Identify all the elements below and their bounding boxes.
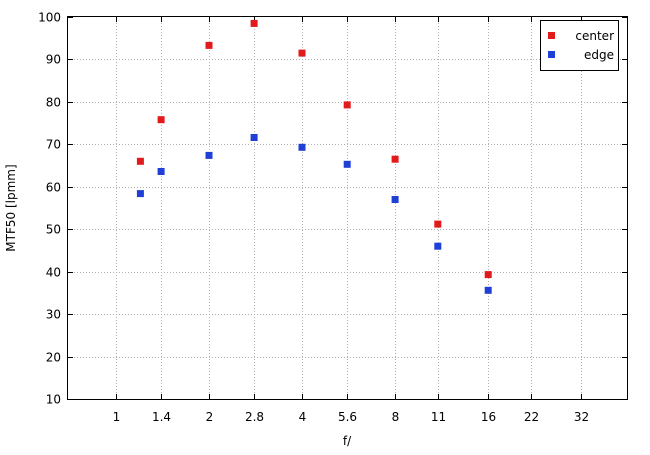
- legend-swatch-center: [548, 32, 555, 39]
- x-tick-label: 1: [113, 410, 121, 424]
- legend: center edge: [540, 20, 619, 71]
- data-point-edge: [136, 190, 144, 198]
- data-point-center: [343, 101, 351, 109]
- data-point-center: [250, 19, 258, 27]
- x-tick-label: 11: [431, 410, 446, 424]
- data-point-center: [298, 49, 306, 57]
- legend-label-center: center: [575, 29, 614, 43]
- y-tick-label: 80: [46, 96, 61, 110]
- data-point-edge: [343, 160, 351, 168]
- y-tick-label: 10: [46, 393, 61, 407]
- legend-box: [540, 20, 619, 71]
- y-tick-label: 70: [46, 138, 61, 152]
- data-points: [136, 19, 492, 294]
- axis-ticks: [68, 17, 627, 400]
- x-tick-label: 32: [574, 410, 589, 424]
- x-tick-label: 4: [299, 410, 307, 424]
- x-tick-label: 16: [481, 410, 496, 424]
- grid: [68, 17, 627, 399]
- x-tick-label: 2.8: [245, 410, 264, 424]
- data-point-edge: [250, 134, 258, 141]
- data-point-center: [136, 157, 144, 165]
- data-point-center: [484, 271, 492, 279]
- y-tick-label: 40: [46, 266, 61, 280]
- y-tick-label: 90: [46, 53, 61, 67]
- data-point-edge: [298, 143, 306, 151]
- y-tick-label: 100: [38, 11, 61, 25]
- data-point-edge: [157, 168, 165, 175]
- x-tick-label: 22: [524, 410, 539, 424]
- data-point-center: [391, 155, 399, 163]
- y-axis-title: MTF50 [lpmm]: [4, 164, 18, 251]
- x-tick-label: 5.6: [338, 410, 357, 424]
- data-point-edge: [391, 196, 399, 203]
- y-tick-labels: 10 20 30 40 50 60 70 80 90 100: [38, 11, 61, 407]
- plot-frame: [67, 16, 628, 400]
- y-tick-label: 30: [46, 308, 61, 322]
- x-tick-label: 8: [392, 410, 400, 424]
- x-axis-title: f/: [343, 434, 352, 448]
- y-tick-label: 50: [46, 223, 61, 237]
- data-point-edge: [205, 151, 213, 159]
- x-tick-label: 2: [206, 410, 214, 424]
- data-point-center: [205, 41, 213, 49]
- x-tick-label: 1.4: [152, 410, 171, 424]
- data-point-edge: [434, 242, 442, 250]
- data-point-center: [434, 220, 442, 228]
- y-tick-label: 20: [46, 351, 61, 365]
- y-tick-label: 60: [46, 181, 61, 195]
- data-point-center: [157, 116, 165, 124]
- x-tick-labels: 1 1.4 2 2.8 4 5.6 8 11 16 22 32: [113, 410, 589, 424]
- legend-label-edge: edge: [584, 48, 614, 62]
- data-point-edge: [484, 286, 492, 294]
- legend-swatch-edge: [548, 51, 555, 58]
